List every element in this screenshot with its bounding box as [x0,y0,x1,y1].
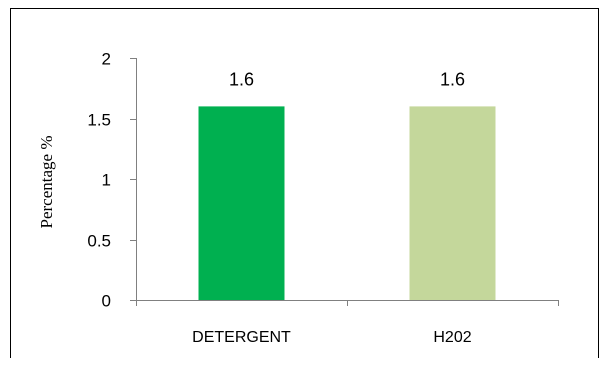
y-tick-label: 0 [102,292,111,311]
x-category-label: DETERGENT [192,329,291,346]
y-tick-label: 2 [102,50,111,69]
bars-group [198,106,496,301]
bar [409,106,496,301]
y-tick-label: 0.5 [87,232,111,251]
y-axis: 0 0.5 1 1.5 2 [87,50,137,311]
x-category-label: H202 [433,329,471,346]
data-label: 1.6 [440,69,465,89]
bar [198,106,285,301]
y-tick-label: 1.5 [87,111,111,130]
y-tick-label: 1 [102,171,111,190]
x-axis: DETERGENT H202 [136,300,559,346]
data-label: 1.6 [229,69,254,89]
y-axis-label: Percentage % [37,136,56,229]
data-labels-group: 1.6 1.6 [229,69,465,89]
